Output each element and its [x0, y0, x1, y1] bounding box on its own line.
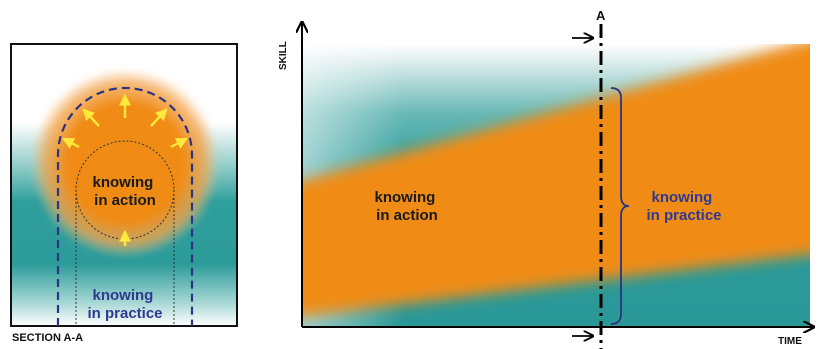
main-inner-label-line2: in action [376, 207, 438, 224]
expansion-arrows [61, 93, 189, 246]
svg-text:knowing in action: knowing in action [375, 189, 440, 224]
main-panel: SKILL TIME A knowing in action knowing i… [278, 8, 820, 349]
x-axis-label: TIME [778, 336, 802, 347]
section-outer-label-line2: in practice [87, 305, 162, 322]
svg-text:knowing in practice: knowing in practice [87, 287, 162, 322]
section-inner-label-line2: in action [94, 192, 156, 209]
expansion-arrow-icon [82, 108, 100, 127]
section-inner-label-line1: knowing [93, 174, 154, 191]
svg-text:knowing in practice: knowing in practice [646, 189, 721, 224]
svg-text:knowing in action: knowing in action [93, 174, 158, 209]
section-marker-label: A [596, 8, 606, 23]
section-outer-label-line1: knowing [93, 287, 154, 304]
expansion-arrow-icon [170, 137, 189, 149]
action-band [302, 44, 810, 317]
section-panel: knowing in action knowing in practice SE… [10, 43, 238, 344]
main-outer-label-line2: in practice [646, 207, 721, 224]
y-axis-label: SKILL [278, 41, 289, 70]
expansion-arrow-icon [150, 108, 168, 127]
curly-brace-icon [610, 87, 630, 325]
section-caption: SECTION A-A [12, 332, 83, 344]
main-inner-label-line1: knowing [375, 189, 436, 206]
practice-boundary [56, 86, 194, 326]
main-outer-label-line1: knowing [652, 189, 713, 206]
expansion-arrow-icon [61, 137, 80, 149]
section-frame [10, 43, 238, 327]
